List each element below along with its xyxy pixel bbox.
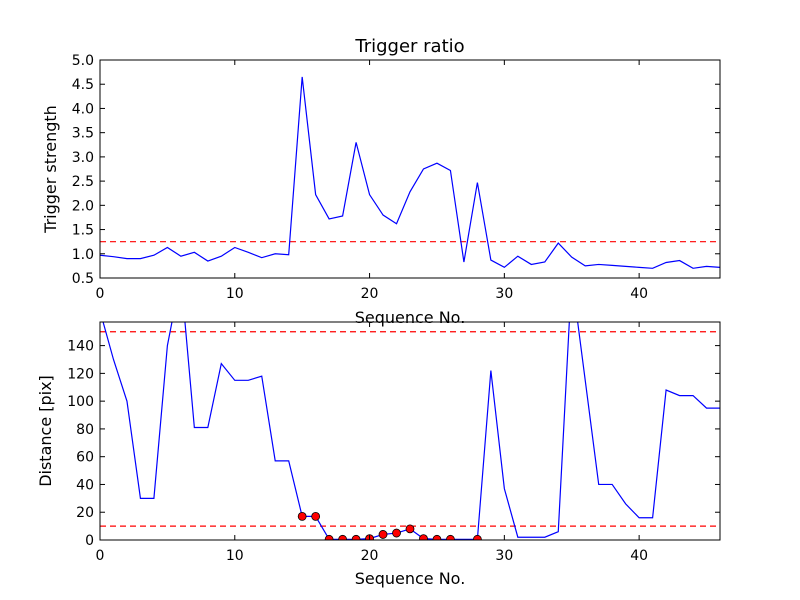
x-tick-label: 40 xyxy=(630,548,648,564)
chart-distance: 0 10 20 30 40 0 20 40 60 80 100 120 140 Sequence No.… xyxy=(36,321,721,588)
y-axis-label-top: Trigger strength xyxy=(41,105,60,234)
chart-trigger-ratio: Trigger ratio 0 10 20 30 40 0.5 1.0 1.5 2.0 2.5 3.… xyxy=(41,36,721,327)
y-tick-label: 120 xyxy=(67,366,94,382)
x-tick-label: 0 xyxy=(96,286,105,302)
y-tick-label: 4.5 xyxy=(72,77,94,93)
series-line xyxy=(100,76,720,269)
data-point-marker xyxy=(378,530,388,539)
y-tick-label: 20 xyxy=(76,505,94,521)
y-tick-label: 40 xyxy=(76,477,94,493)
y-tick-label: 2.5 xyxy=(72,174,94,190)
data-point-marker xyxy=(311,511,321,521)
y-tick-label: 100 xyxy=(67,394,94,410)
data-point-marker xyxy=(405,524,415,534)
x-axis-label-top: Sequence No. xyxy=(355,308,466,327)
data-point-marker xyxy=(392,528,401,538)
data-point-marker xyxy=(432,534,442,540)
data-point-marker xyxy=(419,534,428,540)
y-tick-label: 4.0 xyxy=(72,101,94,117)
y-tick-label: 2.0 xyxy=(72,198,94,214)
x-tick-label: 20 xyxy=(361,548,379,564)
x-tick-label: 20 xyxy=(361,286,379,302)
y-tick-label: 140 xyxy=(67,339,94,355)
y-tick-label: 0 xyxy=(85,533,94,549)
data-point-marker xyxy=(324,534,334,540)
x-tick-label: 0 xyxy=(96,548,105,564)
x-tick-label: 10 xyxy=(226,286,244,302)
y-tick-label: 1.0 xyxy=(72,247,94,263)
y-tick-label: 1.5 xyxy=(72,223,94,239)
x-axis-label-bottom: Sequence No. xyxy=(355,569,466,588)
chart-title: Trigger ratio xyxy=(354,36,464,57)
data-point-marker xyxy=(297,511,307,521)
y-tick-label: 80 xyxy=(76,422,94,438)
x-tick-label: 10 xyxy=(226,548,244,564)
ticks-bottom: 0 10 20 30 40 0 20 40 60 80 100 120 140 xyxy=(67,322,720,564)
plot-area-top xyxy=(100,76,720,269)
data-point-marker xyxy=(338,534,348,540)
data-point-marker xyxy=(472,534,482,540)
ticks-top: 0 10 20 30 40 0.5 1.0 1.5 2.0 2.5 3.0 3.5 4.0 4.5 5.0 xyxy=(72,53,720,302)
axes-frame-top xyxy=(99,59,721,279)
y-tick-label: 3.0 xyxy=(72,150,94,166)
y-axis-label-bottom: Distance [pix] xyxy=(36,375,55,487)
plot-area-bottom xyxy=(100,322,720,540)
y-tick-label: 5.0 xyxy=(72,53,94,69)
y-tick-label: 0.5 xyxy=(72,271,94,287)
x-tick-label: 30 xyxy=(495,548,513,564)
data-point-marker xyxy=(446,534,455,540)
data-point-marker xyxy=(351,534,361,540)
y-tick-label: 3.5 xyxy=(72,126,94,142)
axes-frame-bottom xyxy=(99,321,721,541)
x-tick-label: 40 xyxy=(630,286,648,302)
x-tick-label: 30 xyxy=(495,286,513,302)
y-tick-label: 60 xyxy=(76,450,94,466)
